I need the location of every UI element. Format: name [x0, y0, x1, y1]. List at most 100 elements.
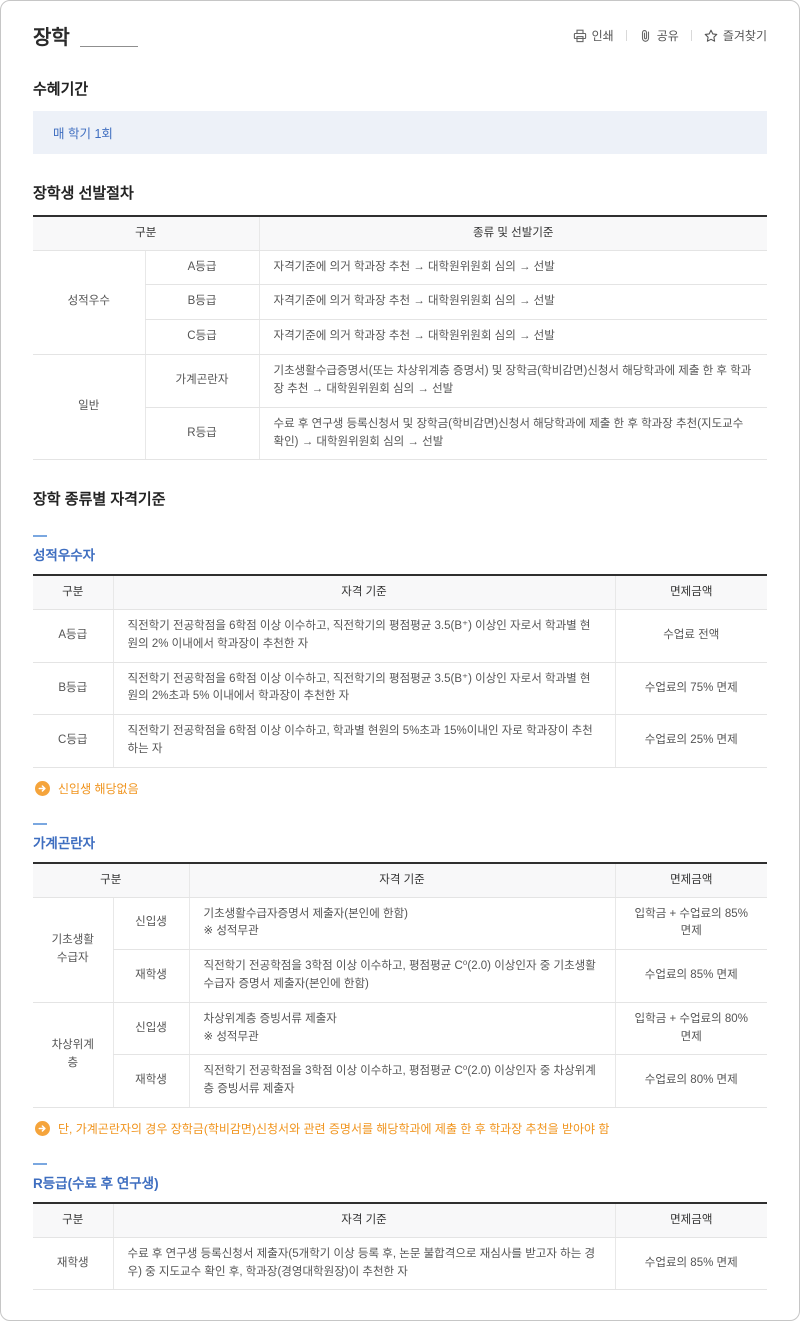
note-text: 신입생 해당없음: [58, 781, 139, 796]
criteria-cell: 수료 후 연구생 등록신청서 제출자(5개학기 이상 등록 후, 논문 불합격으…: [112, 1237, 615, 1291]
table-row: 재학생 직전학기 전공학점을 3학점 이상 이수하고, 평점평균 C⁰(2.0)…: [33, 1054, 767, 1109]
amount-cell: 입학금 + 수업료의 85% 면제: [614, 897, 767, 951]
group-cell-basic-livelihood: 기초생활 수급자: [33, 897, 113, 1003]
criteria-cell: 기초생활수급증명서(또는 차상위계층 증명서) 및 장학금(학비감면)신청서 해…: [258, 354, 767, 408]
group-cell-near-poor: 차상위계층: [33, 1002, 113, 1109]
type-cell: 재학생: [112, 949, 190, 1003]
merit-criteria-table: 구분 자격 기준 면제금액 A등급 직전학기 전공학점을 6학점 이상 이수하고…: [33, 574, 767, 768]
table-row: R등급 수료 후 연구생 등록신청서 및 장학금(학비감면)신청서 해당학과에 …: [33, 407, 767, 461]
table-row: A등급 직전학기 전공학점을 6학점 이상 이수하고, 직전학기의 평점평균 3…: [33, 609, 767, 663]
amount-cell: 수업료의 85% 면제: [614, 1237, 767, 1291]
type-cell: 신입생: [112, 897, 190, 951]
hardship-subsection: 가계곤란자 구분 자격 기준 면제금액 기초생활 수급자 신입생 기초생활수급자…: [33, 822, 767, 1137]
criteria-cell: 직전학기 전공학점을 6학점 이상 이수하고, 직전학기의 평점평균 3.5(B…: [112, 609, 615, 663]
col-header-group: 구분: [33, 575, 113, 611]
criteria-cell: 직전학기 전공학점을 3학점 이상 이수하고, 평점평균 C⁰(2.0) 이상인…: [188, 1054, 615, 1109]
grade-cell: A등급: [144, 250, 260, 286]
grade-cell: B등급: [33, 662, 113, 716]
hardship-subsection-title: 가계곤란자: [33, 835, 96, 851]
print-label: 인쇄: [591, 29, 614, 43]
toolbar-divider: [690, 30, 692, 41]
table-header-row: 구분 자격 기준 면제금액: [33, 575, 767, 611]
criteria-cell: 직전학기 전공학점을 6학점 이상 이수하고, 학과별 현원의 5%초과 15%…: [112, 714, 615, 768]
amount-cell: 입학금 + 수업료의 80% 면제: [614, 1002, 767, 1056]
print-icon: [573, 29, 587, 43]
merit-subsection-title: 성적우수자: [33, 548, 96, 564]
grade-cell: R등급: [144, 407, 260, 461]
group-cell-merit: 성적우수: [33, 250, 145, 356]
table-header-row: 구분 자격 기준 면제금액: [33, 862, 767, 898]
benefit-period-value: 매 학기 1회: [53, 127, 113, 141]
col-header-group: 구분: [33, 216, 260, 251]
share-label: 공유: [656, 29, 679, 43]
rgrade-subsection: R등급(수료 후 연구생) 구분 자격 기준 면제금액 재학생 수료 후 연구생…: [33, 1163, 767, 1291]
merit-subsection: 성적우수자 구분 자격 기준 면제금액 A등급 직전학기 전공학점을 6학점 이…: [33, 535, 767, 797]
hardship-note: 단, 가계곤란자의 경우 장학금(학비감면)신청서와 관련 증명서를 해당학과에…: [35, 1120, 767, 1137]
grade-cell: C등급: [144, 319, 260, 356]
hardship-criteria-table: 구분 자격 기준 면제금액 기초생활 수급자 신입생 기초생활수급자증명서 제출…: [33, 861, 767, 1109]
criteria-cell: 차상위계층 증빙서류 제출자 ※ 성적무관: [188, 1002, 615, 1056]
amount-cell: 수업료의 85% 면제: [614, 949, 767, 1003]
col-header-criteria: 자격 기준: [188, 862, 615, 898]
group-cell-general: 일반: [33, 354, 145, 461]
rgrade-subsection-title: R등급(수료 후 연구생): [33, 1176, 159, 1192]
table-row: B등급 직전학기 전공학점을 6학점 이상 이수하고, 직전학기의 평점평균 3…: [33, 662, 767, 716]
subsection-dash: [33, 535, 47, 538]
criteria-subline: ※ 성적무관: [203, 925, 259, 938]
page-title: 장학: [33, 21, 138, 50]
grade-cell: 가계곤란자: [144, 354, 260, 408]
criteria-cell: 직전학기 전공학점을 3학점 이상 이수하고, 평점평균 C⁰(2.0) 이상인…: [188, 949, 615, 1003]
star-icon: [704, 29, 718, 43]
favorite-button[interactable]: 즐겨찾기: [704, 27, 767, 44]
subsection-dash: [33, 1163, 47, 1166]
benefit-period-box: 매 학기 1회: [33, 111, 767, 154]
criteria-cell: 직전학기 전공학점을 6학점 이상 이수하고, 직전학기의 평점평균 3.5(B…: [112, 662, 615, 716]
col-header-criteria: 종류 및 선발기준: [258, 216, 767, 251]
amount-cell: 수업료의 75% 면제: [614, 662, 767, 716]
print-button[interactable]: 인쇄: [573, 27, 614, 44]
toolbar-divider: [625, 30, 627, 41]
table-row: 재학생 수료 후 연구생 등록신청서 제출자(5개학기 이상 등록 후, 논문 …: [33, 1237, 767, 1291]
selection-procedure-heading: 장학생 선발절차: [33, 185, 134, 202]
col-header-group: 구분: [33, 862, 190, 898]
type-cell: 재학생: [33, 1237, 113, 1291]
col-header-amount: 면제금액: [614, 575, 767, 611]
table-header-row: 구분 종류 및 선발기준: [33, 216, 767, 251]
title-bar: 장학 인쇄 공: [33, 21, 767, 50]
rgrade-criteria-table: 구분 자격 기준 면제금액 재학생 수료 후 연구생 등록신청서 제출자(5개학…: [33, 1202, 767, 1291]
paperclip-icon: [639, 29, 652, 42]
table-row: 차상위계층 신입생 차상위계층 증빙서류 제출자 ※ 성적무관 입학금 + 수업…: [33, 1002, 767, 1109]
table-row: 기초생활 수급자 신입생 기초생활수급자증명서 제출자(본인에 한함) ※ 성적…: [33, 897, 767, 1003]
criteria-line: 기초생활수급자증명서 제출자(본인에 한함): [203, 907, 409, 920]
col-header-criteria: 자격 기준: [112, 1203, 615, 1238]
criteria-line: 차상위계층 증빙서류 제출자: [203, 1012, 337, 1025]
table-row: 재학생 직전학기 전공학점을 3학점 이상 이수하고, 평점평균 C⁰(2.0)…: [33, 949, 767, 1003]
favorite-label: 즐겨찾기: [722, 29, 767, 43]
amount-cell: 수업료 전액: [614, 609, 767, 663]
table-row: 성적우수 A등급 자격기준에 의거 학과장 추천 → 대학원위원회 심의 → 선…: [33, 250, 767, 356]
criteria-section-heading: 장학 종류별 자격기준: [33, 491, 166, 509]
criteria-cell: 자격기준에 의거 학과장 추천 → 대학원위원회 심의 → 선발: [258, 284, 767, 321]
col-header-criteria: 자격 기준: [112, 575, 615, 611]
share-button[interactable]: 공유: [639, 27, 679, 44]
merit-note: 신입생 해당없음: [35, 780, 767, 797]
amount-cell: 수업료의 25% 면제: [614, 714, 767, 768]
notice-arrow-icon: [35, 1121, 50, 1137]
criteria-cell: 자격기준에 의거 학과장 추천 → 대학원위원회 심의 → 선발: [258, 319, 767, 356]
col-header-amount: 면제금액: [614, 862, 767, 898]
criteria-cell: 수료 후 연구생 등록신청서 및 장학금(학비감면)신청서 해당학과에 제출 한…: [258, 407, 767, 461]
type-cell: 재학생: [112, 1054, 190, 1109]
amount-cell: 수업료의 80% 면제: [614, 1054, 767, 1109]
table-row: 일반 가계곤란자 기초생활수급증명서(또는 차상위계층 증명서) 및 장학금(학…: [33, 354, 767, 461]
page-title-text: 장학: [33, 27, 70, 49]
notice-arrow-icon: [35, 780, 50, 796]
grade-cell: A등급: [33, 609, 113, 663]
utility-toolbar: 인쇄 공유 즐겨찾기: [573, 27, 767, 44]
type-cell: 신입생: [112, 1002, 190, 1056]
table-row: C등급 자격기준에 의거 학과장 추천 → 대학원위원회 심의 → 선발: [33, 319, 767, 356]
note-text: 단, 가계곤란자의 경우 장학금(학비감면)신청서와 관련 증명서를 해당학과에…: [58, 1122, 610, 1137]
grade-cell: C등급: [33, 714, 113, 768]
criteria-cell: 기초생활수급자증명서 제출자(본인에 한함) ※ 성적무관: [188, 897, 615, 951]
benefit-period-heading: 수혜기간: [33, 81, 89, 98]
